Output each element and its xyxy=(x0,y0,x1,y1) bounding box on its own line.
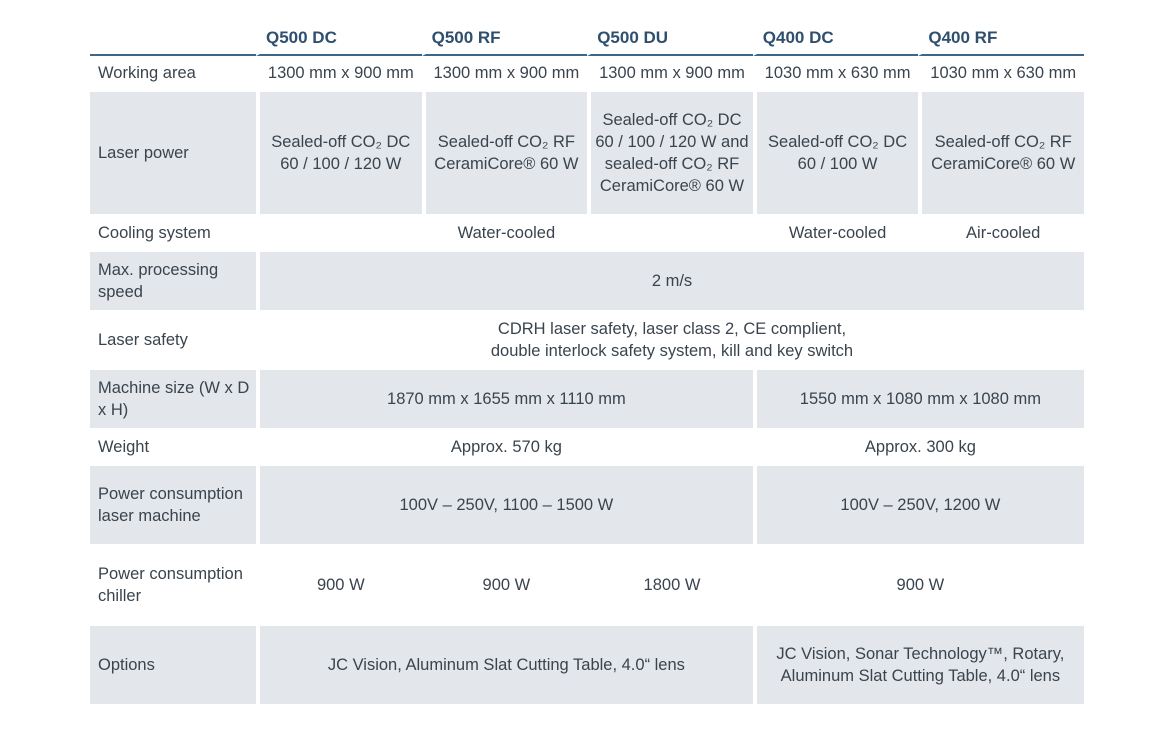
row-machine-size: Machine size (W x D x H) 1870 mm x 1655 … xyxy=(90,370,1084,430)
header-model: Q400 DC xyxy=(752,20,919,56)
cell-value: 100V – 250V, 1100 – 1500 W xyxy=(256,466,753,546)
cell-value: 900 W xyxy=(752,546,1084,626)
row-label: Power consumption laser machine xyxy=(90,466,256,546)
cell-value: Sealed-off CO₂ RF CeramiCore® 60 W xyxy=(918,92,1084,216)
row-label: Weight xyxy=(90,430,256,466)
cell-value: 100V – 250V, 1200 W xyxy=(752,466,1084,546)
cell-value: 1300 mm x 900 mm xyxy=(421,56,588,92)
row-label: Machine size (W x D x H) xyxy=(90,370,256,430)
row-label: Cooling system xyxy=(90,216,256,252)
header-blank xyxy=(90,20,256,56)
row-power-chiller: Power consumption chiller 900 W 900 W 18… xyxy=(90,546,1084,626)
cell-value: Sealed-off CO₂ DC 60 / 100 / 120 W xyxy=(256,92,422,216)
row-label: Max. processing speed xyxy=(90,252,256,312)
row-options: Options JC Vision, Aluminum Slat Cutting… xyxy=(90,626,1084,706)
spec-table: Q500 DC Q500 RF Q500 DU Q400 DC Q400 RF … xyxy=(90,20,1084,706)
spec-table-container: Q500 DC Q500 RF Q500 DU Q400 DC Q400 RF … xyxy=(90,20,1084,706)
cell-value: Sealed-off CO₂ RF CeramiCore® 60 W xyxy=(421,92,588,216)
cell-value: 1870 mm x 1655 mm x 1110 mm xyxy=(256,370,753,430)
row-weight: Weight Approx. 570 kg Approx. 300 kg xyxy=(90,430,1084,466)
cell-value: Sealed-off CO₂ DC 60 / 100 W xyxy=(752,92,919,216)
cell-value: 1030 mm x 630 mm xyxy=(752,56,919,92)
row-power-machine: Power consumption laser machine 100V – 2… xyxy=(90,466,1084,546)
cell-value: 900 W xyxy=(256,546,422,626)
header-model: Q500 RF xyxy=(421,20,588,56)
safety-line: CDRH laser safety, laser class 2, CE com… xyxy=(497,320,847,338)
row-cooling-system: Cooling system Water-cooled Water-cooled… xyxy=(90,216,1084,252)
cell-value: CDRH laser safety, laser class 2, CE com… xyxy=(256,312,1084,370)
header-model: Q500 DU xyxy=(587,20,753,56)
row-laser-power: Laser power Sealed-off CO₂ DC 60 / 100 /… xyxy=(90,92,1084,216)
safety-line: double interlock safety system, kill and… xyxy=(490,342,854,360)
header-row: Q500 DC Q500 RF Q500 DU Q400 DC Q400 RF xyxy=(90,20,1084,56)
cell-value: Approx. 570 kg xyxy=(256,430,753,466)
row-label: Working area xyxy=(90,56,256,92)
cell-value: Approx. 300 kg xyxy=(752,430,1084,466)
cell-value: 1030 mm x 630 mm xyxy=(918,56,1084,92)
cell-value: 900 W xyxy=(421,546,588,626)
row-label: Laser safety xyxy=(90,312,256,370)
header-model: Q500 DC xyxy=(256,20,422,56)
cell-value: Sealed-off CO₂ DC 60 / 100 / 120 W and s… xyxy=(587,92,753,216)
header-model: Q400 RF xyxy=(918,20,1084,56)
row-max-speed: Max. processing speed 2 m/s xyxy=(90,252,1084,312)
cell-value: Air-cooled xyxy=(918,216,1084,252)
cell-value: Water-cooled xyxy=(256,216,753,252)
row-label: Options xyxy=(90,626,256,706)
row-label: Laser power xyxy=(90,92,256,216)
row-working-area: Working area 1300 mm x 900 mm 1300 mm x … xyxy=(90,56,1084,92)
row-label: Power consumption chiller xyxy=(90,546,256,626)
cell-value: Water-cooled xyxy=(752,216,919,252)
cell-value: JC Vision, Sonar Technology™, Rotary, Al… xyxy=(752,626,1084,706)
cell-value: 1550 mm x 1080 mm x 1080 mm xyxy=(752,370,1084,430)
cell-value: JC Vision, Aluminum Slat Cutting Table, … xyxy=(256,626,753,706)
cell-value: 1300 mm x 900 mm xyxy=(256,56,422,92)
cell-value: 1300 mm x 900 mm xyxy=(587,56,753,92)
cell-value: 1800 W xyxy=(587,546,753,626)
row-laser-safety: Laser safety CDRH laser safety, laser cl… xyxy=(90,312,1084,370)
cell-value: 2 m/s xyxy=(256,252,1084,312)
